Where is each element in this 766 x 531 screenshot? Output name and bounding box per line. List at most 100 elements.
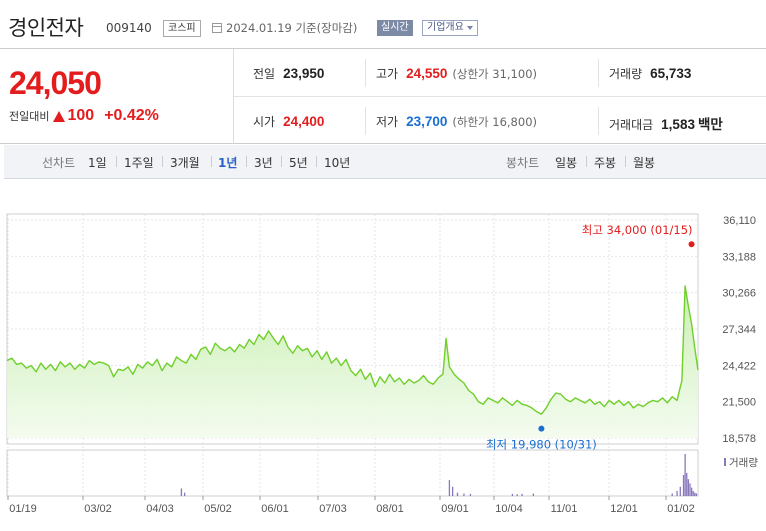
x-tick-label: 09/01	[441, 503, 469, 515]
divider	[365, 59, 366, 87]
x-tick-label: 01/19	[9, 503, 37, 515]
open-value: 24,400	[283, 114, 325, 129]
x-tick-label: 06/01	[261, 503, 289, 515]
y-tick-label: 18,578	[722, 433, 756, 445]
chevron-down-icon	[466, 26, 473, 30]
company-info-dropdown[interactable]: 기업개요	[422, 20, 478, 36]
price-chart: 36,110 33,188 30,266 27,344 24,422 21,500 18,5…	[0, 180, 766, 531]
volume-bar	[689, 483, 691, 496]
tab-monthly-candle[interactable]: 월봉	[633, 156, 656, 170]
x-tick-label: 12/01	[610, 503, 638, 515]
tab-daily-candle[interactable]: 일봉	[555, 156, 578, 170]
volume-bar	[448, 480, 451, 496]
volume-bar	[463, 493, 465, 496]
volume-bar	[671, 493, 673, 496]
trade-amount: 거래대금 1,583 백만	[609, 113, 723, 133]
upper-limit: (상한가 31,100)	[452, 67, 537, 81]
tab-3y[interactable]: 3년	[254, 156, 273, 170]
x-tick-label: 07/03	[319, 503, 347, 515]
open-price: 시가 24,400	[253, 113, 324, 130]
volume: 거래량 65,733	[609, 65, 691, 82]
tab-10y[interactable]: 10년	[324, 156, 351, 170]
volume-bar	[532, 493, 535, 496]
line-chart-label: 선차트	[42, 156, 76, 170]
low-marker	[538, 425, 545, 432]
lower-limit: (하한가 16,800)	[452, 115, 537, 129]
volume-bar	[690, 487, 693, 496]
prev-close-label: 전일	[253, 67, 276, 81]
realtime-button[interactable]: 실시간	[377, 20, 413, 36]
price-area	[7, 286, 698, 438]
price-line	[6, 285, 699, 415]
tab-1d[interactable]: 1일	[88, 156, 107, 170]
stats-row-2: 시가 24,400 저가 23,700 (하한가 16,800) 거래대금 1,…	[234, 97, 766, 145]
tab-1w[interactable]: 1주일	[124, 156, 154, 170]
divider	[162, 156, 163, 167]
day-low: 저가 23,700 (하한가 16,800)	[376, 113, 537, 130]
current-price-panel: 24,050 전일대비 100 +0.42%	[0, 49, 234, 144]
change-label: 전일대비	[9, 110, 50, 123]
stock-code: 009140	[106, 21, 152, 35]
tab-weekly-candle[interactable]: 주봉	[594, 156, 617, 170]
tab-5y[interactable]: 5년	[289, 156, 308, 170]
volume-bar	[686, 472, 688, 496]
volume-bar	[684, 454, 686, 496]
x-tick-label: 10/04	[495, 503, 523, 515]
volume-bar	[695, 493, 698, 496]
y-tick-label: 30,266	[722, 288, 756, 300]
high-annotation: 최고 34,000 (01/15)	[582, 223, 693, 237]
divider	[116, 156, 117, 167]
volume-bar	[679, 486, 681, 496]
volume-bar	[687, 479, 690, 496]
chart-period-tabs: 선차트 1일 1주일 3개월 1년 3년 5년 10년 봉차트 일봉 주봉 월봉	[4, 145, 766, 179]
prev-close: 전일 23,950	[253, 65, 324, 82]
volume-bar	[469, 493, 472, 496]
divider	[281, 156, 282, 167]
volume-label: 거래량	[609, 67, 643, 81]
market-badge: 코스피	[163, 20, 201, 37]
x-tick-label: 04/03	[146, 503, 174, 515]
divider	[246, 156, 247, 167]
y-tick-label: 24,422	[722, 360, 756, 372]
divider	[365, 107, 366, 135]
divider	[625, 156, 626, 167]
y-tick-label: 27,344	[722, 324, 756, 336]
candle-chart-label: 봉차트	[506, 156, 540, 170]
stock-header: 경인전자 009140 코스피 2024.01.19 기준(장마감) 실시간 기…	[0, 0, 766, 48]
volume-bar	[511, 493, 514, 496]
volume-bar	[694, 492, 696, 496]
up-arrow-icon	[53, 110, 66, 122]
divider	[586, 156, 587, 167]
change-percent: +0.42%	[104, 107, 159, 124]
change-amount: 100	[67, 107, 95, 124]
x-tick-label: 01/02	[667, 503, 695, 515]
company-info-label: 기업개요	[427, 22, 464, 33]
volume-bar	[682, 475, 685, 496]
high-marker	[688, 241, 695, 248]
volume-frame	[6, 449, 699, 497]
trade-amount-unit: 백만	[697, 117, 723, 132]
day-high-value: 24,550	[406, 66, 448, 81]
volume-bar	[692, 490, 694, 496]
price-chart-svg: 36,110 33,188 30,266 27,344 24,422 21,500 18,5…	[6, 213, 758, 515]
day-low-label: 저가	[376, 115, 399, 129]
volume-bar	[183, 492, 186, 496]
volume-legend-swatch	[724, 458, 726, 466]
tab-1y[interactable]: 1년	[218, 156, 238, 170]
trade-amount-value: 1,583	[661, 117, 695, 132]
divider	[211, 156, 212, 167]
tab-3m[interactable]: 3개월	[170, 156, 200, 170]
x-tick-label: 08/01	[376, 503, 404, 515]
volume-bar	[180, 488, 183, 496]
volume-legend: 거래량	[729, 457, 758, 469]
volume-bar	[456, 492, 459, 496]
x-tick-label: 03/02	[84, 503, 112, 515]
volume-bar	[676, 490, 678, 496]
x-tick-label: 11/01	[551, 503, 578, 515]
price-change: 전일대비 100 +0.42%	[9, 107, 159, 125]
volume-bar	[451, 486, 454, 496]
y-tick-label: 21,500	[722, 397, 756, 409]
y-tick-label: 33,188	[722, 251, 756, 263]
volume-value: 65,733	[650, 66, 692, 81]
divider	[598, 59, 599, 87]
